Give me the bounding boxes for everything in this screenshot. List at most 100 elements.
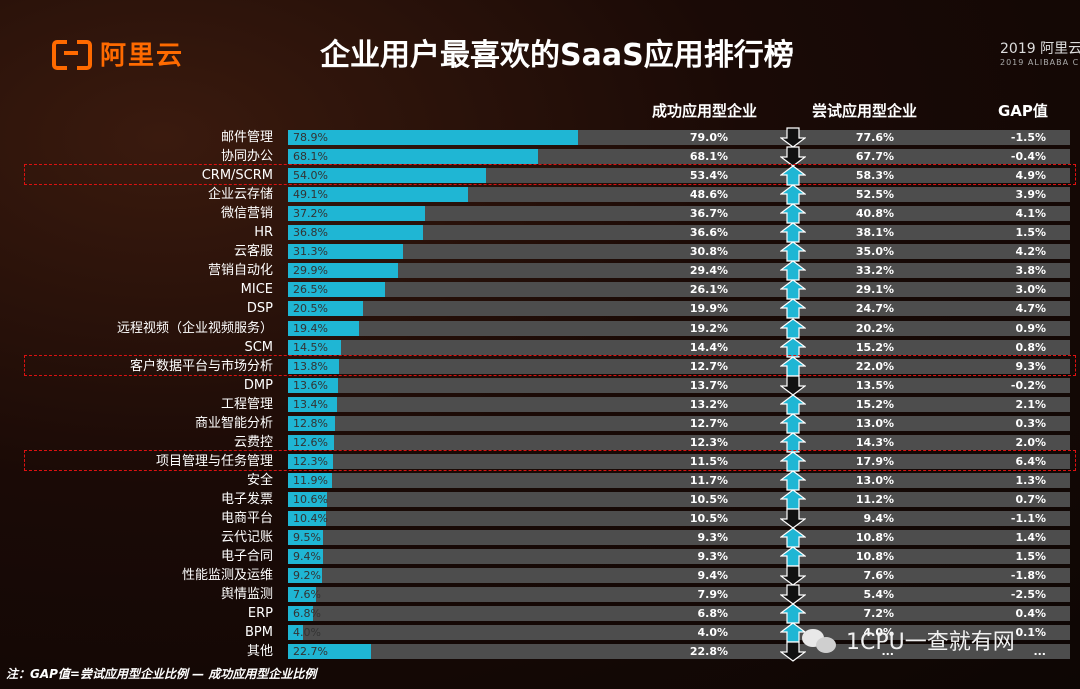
bar-value-label: 12.3% xyxy=(293,454,328,468)
bar-value-label: 31.3% xyxy=(293,245,328,259)
chart-row: 电子发票 10.6% 10.5% 11.2% 0.7% xyxy=(0,489,1080,510)
bar-track xyxy=(288,587,1070,603)
bar-value-label: 10.4% xyxy=(293,512,328,525)
trial-value: ... xyxy=(881,645,894,659)
bar xyxy=(288,168,487,184)
bar xyxy=(288,320,360,336)
bar xyxy=(288,339,342,355)
corner-year-text: 2019 阿里云 xyxy=(1000,41,1080,57)
bar-value-label: 14.5% xyxy=(293,340,328,354)
gap-value: 6.4% xyxy=(1015,454,1046,468)
success-value: 48.6% xyxy=(689,188,728,202)
gap-value: 0.3% xyxy=(1015,416,1046,430)
gap-value: -1.1% xyxy=(1010,512,1046,525)
bar xyxy=(288,415,336,431)
arrow-up-icon xyxy=(780,527,806,548)
bar xyxy=(288,587,316,603)
arrow-down-icon xyxy=(780,508,806,529)
gap-value: -1.8% xyxy=(1010,569,1046,583)
category-label: 其他 xyxy=(246,644,273,660)
bar xyxy=(288,434,335,450)
trial-value: 20.2% xyxy=(855,321,894,335)
bar-track xyxy=(288,491,1070,507)
bar-value-label: 36.8% xyxy=(293,226,328,240)
bar-value-label: 68.1% xyxy=(293,150,328,164)
arrow-up-icon xyxy=(780,222,806,243)
bar xyxy=(288,149,539,165)
arrow-up-icon xyxy=(780,470,806,491)
page-title: 企业用户最喜欢的SaaS应用排行榜 xyxy=(320,38,794,73)
gap-value: 4.7% xyxy=(1015,302,1046,316)
chart-row: MICE 26.5% 26.1% 29.1% 3.0% xyxy=(0,279,1080,300)
trial-value: 52.5% xyxy=(855,188,894,202)
gap-value: -0.2% xyxy=(1010,378,1046,392)
category-label: 协同办公 xyxy=(220,149,273,165)
success-value: 4.0% xyxy=(697,626,728,640)
trial-value: 35.0% xyxy=(855,245,894,259)
chart-row: 电商平台 10.4% 10.5% 9.4% -1.1% xyxy=(0,508,1080,529)
bar xyxy=(288,568,322,584)
bar-value-label: 54.0% xyxy=(293,169,328,183)
gap-value: 0.4% xyxy=(1015,607,1046,621)
success-value: 22.8% xyxy=(689,645,728,659)
chart-row: 性能监测及运维 9.2% 9.4% 7.6% -1.8% xyxy=(0,565,1080,586)
success-value: 13.7% xyxy=(689,378,728,392)
bar xyxy=(288,606,313,622)
bar-track xyxy=(288,625,1070,641)
bar-value-label: 12.6% xyxy=(293,435,328,449)
watermark-text: 1CPU一查就有网 xyxy=(846,630,1015,655)
bar-track xyxy=(288,453,1070,469)
watermark: 1CPU一查就有网 xyxy=(800,620,1070,660)
arrow-down-icon xyxy=(780,641,806,663)
bar xyxy=(288,644,372,660)
trial-value: 67.7% xyxy=(855,150,894,164)
bar-value-label: 19.4% xyxy=(293,321,328,335)
bar-value-label: 9.4% xyxy=(293,550,321,564)
gap-value: -0.4% xyxy=(1010,150,1046,164)
category-label: SCM xyxy=(244,339,273,355)
category-label: 电子发票 xyxy=(220,491,273,507)
bar-track xyxy=(288,396,1070,412)
chart-row: 电子合同 9.4% 9.3% 10.8% 1.5% xyxy=(0,546,1080,567)
success-value: 9.3% xyxy=(697,531,728,545)
success-value: 30.8% xyxy=(689,245,728,259)
chart-row: 邮件管理 78.9% 79.0% 77.6% -1.5% xyxy=(0,127,1080,148)
arrow-up-icon xyxy=(780,489,806,510)
chart-row: SCM 14.5% 14.4% 15.2% 0.8% xyxy=(0,336,1080,358)
column-header-trial: 尝试应用型企业 xyxy=(812,102,918,120)
trial-value: 38.1% xyxy=(855,226,894,240)
trial-value: 22.0% xyxy=(855,359,894,373)
chart-row: 云费控 12.6% 12.3% 14.3% 2.0% xyxy=(0,432,1080,453)
chart-row: 安全 11.9% 11.7% 13.0% 1.3% xyxy=(0,470,1080,491)
bar-track xyxy=(288,377,1070,393)
bar xyxy=(288,549,323,565)
trial-value: 10.8% xyxy=(855,531,894,545)
gap-value: -1.5% xyxy=(1010,131,1046,144)
trial-value: 4.0% xyxy=(863,626,894,640)
bar-value-label: 4.0% xyxy=(293,626,321,640)
category-label: 云代记账 xyxy=(220,530,273,546)
success-value: 10.5% xyxy=(689,492,728,506)
gap-value: 1.5% xyxy=(1015,550,1046,564)
gap-value: 0.8% xyxy=(1015,340,1046,354)
chart-row: BPM 4.0% 4.0% 4.0% 0.1% xyxy=(0,622,1080,643)
bar-track xyxy=(288,644,1070,660)
gap-value: 3.8% xyxy=(1015,264,1046,278)
category-label: DMP xyxy=(243,377,273,393)
success-value: 11.5% xyxy=(689,454,728,468)
trial-value: 15.2% xyxy=(855,397,894,411)
success-value: 29.4% xyxy=(689,264,728,278)
bar-track xyxy=(288,320,1070,336)
arrow-up-icon xyxy=(780,393,806,415)
trial-value: 14.3% xyxy=(855,435,894,449)
bar-track xyxy=(288,568,1070,584)
success-value: 11.7% xyxy=(689,473,728,487)
aliyun-logo: 阿里云 xyxy=(52,36,184,71)
chart-row: 项目管理与任务管理 12.3% 11.5% 17.9% 6.4% xyxy=(0,449,1080,472)
category-label: 舆情监测 xyxy=(220,587,273,603)
bar-value-label: 9.2% xyxy=(293,569,321,583)
category-label: 项目管理与任务管理 xyxy=(155,453,273,469)
success-value: 12.3% xyxy=(689,435,728,449)
trial-value: 40.8% xyxy=(855,207,894,221)
bar-track xyxy=(288,358,1070,374)
